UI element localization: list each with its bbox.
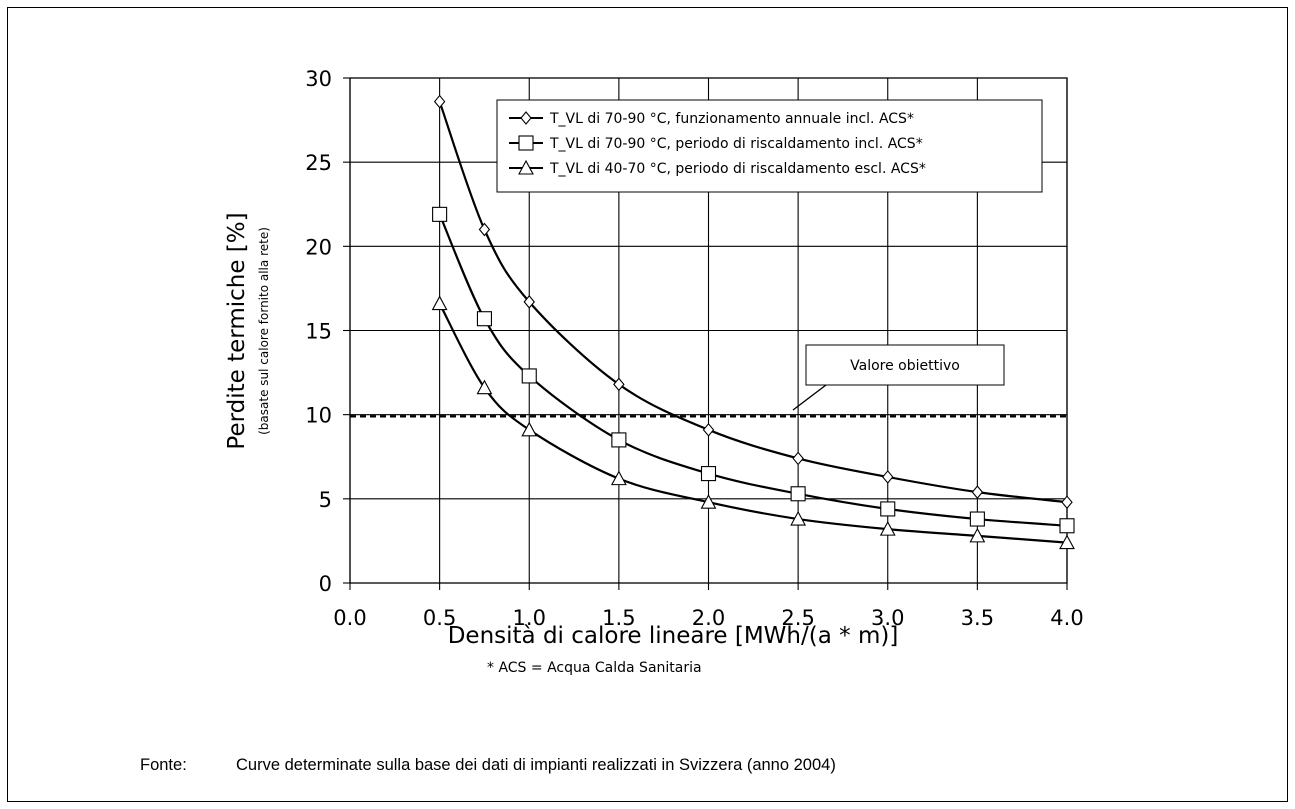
square-marker [476,311,492,327]
series-3 [431,295,1075,550]
triangle-marker [1059,534,1075,550]
x-tick-label: 1.5 [602,606,635,630]
triangle-marker [700,494,717,509]
triangle-marker [610,470,627,486]
diamond-marker [478,222,491,237]
y-tick-label: 30 [305,67,332,91]
y-tick-label: 5 [319,488,332,512]
series-line [438,303,1068,544]
x-tick-label: 2.5 [781,606,814,630]
series-2 [432,206,1075,534]
x-tick-label: 4.0 [1050,606,1083,630]
diamond-marker [523,295,535,309]
legend-diamond-marker [520,111,532,125]
legend-box [496,99,1043,193]
diamond-marker [702,422,715,437]
triangle-marker [879,520,896,536]
target-label-box [805,344,1005,386]
diamond-marker [971,485,984,499]
legend-square-marker [518,135,534,151]
legend-triangle-marker [518,159,534,175]
square-marker [432,206,448,222]
x-axis-label: Densità di calore lineare [MWh/(a * m)] [448,623,899,649]
legend-label: T_VL di 40-70 °C, periodo di riscaldamen… [549,161,926,177]
diamond-marker [1061,495,1073,510]
diamond-marker [433,94,446,109]
triangle-marker [431,295,448,311]
footnote: * ACS = Acqua Calda Sanitaria [487,660,702,676]
diamond-marker [792,451,804,466]
series-group [431,94,1075,550]
x-tick-label: 0.5 [423,606,456,630]
legend-label: T_VL di 70-90 °C, funzionamento annuale … [549,111,914,127]
triangle-marker [521,421,538,437]
diamond-marker [613,377,625,392]
legend-label: T_VL di 70-90 °C, periodo di riscaldamen… [549,136,923,152]
target-pointer [792,384,827,411]
source-text: Curve determinate sulla base dei dati di… [236,756,836,774]
source-label: Fonte: [140,756,187,774]
square-marker [1059,518,1075,534]
series-line [438,101,1068,504]
triangle-marker [969,527,986,543]
square-marker [700,466,717,482]
y-tick-label: 25 [305,151,332,175]
square-marker [611,432,627,448]
x-tick-label: 1.0 [513,606,546,630]
target-label: Valore obiettivo [850,358,960,374]
y-axis-sublabel: (basate sul calore fornito alla rete) [257,227,271,435]
square-marker [969,511,985,527]
x-tick-label: 2.0 [692,606,725,630]
square-marker [790,486,806,502]
y-tick-label: 20 [305,235,332,259]
x-tick-label: 3.0 [871,606,904,630]
diamond-marker [882,470,894,484]
triangle-marker [476,379,493,395]
y-tick-labels: 0 5 10 15 20 25 30 [305,67,332,596]
y-tick-label: 10 [305,404,332,428]
x-tick-label: 0.0 [333,606,366,630]
square-marker [521,368,537,384]
y-axis-label: Perdite termiche [%] [224,212,250,449]
legend: T_VL di 70-90 °C, funzionamento annuale … [496,99,1043,193]
triangle-marker [790,510,807,526]
x-tick-labels: 0.0 0.5 1.0 1.5 2.0 2.5 3.0 3.5 4.0 [333,606,1083,630]
series-1 [433,94,1073,510]
plot-area-border [349,77,1068,584]
x-tick-label: 3.5 [961,606,994,630]
figure-frame [7,7,1288,802]
square-marker [880,501,896,517]
y-tick-label: 0 [319,572,332,596]
y-tick-label: 15 [305,320,332,344]
